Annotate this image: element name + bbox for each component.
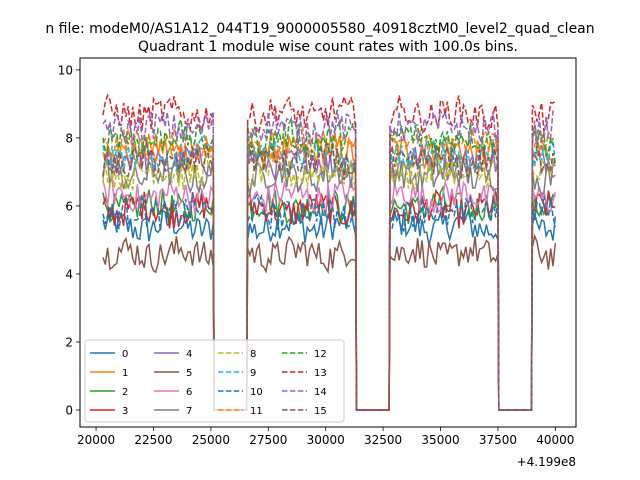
series-line-9 bbox=[102, 134, 557, 411]
y-tick-label: 8 bbox=[65, 131, 73, 145]
legend-label-15: 15 bbox=[314, 406, 327, 417]
legend-label-12: 12 bbox=[314, 349, 327, 360]
legend-frame bbox=[84, 339, 345, 423]
figure-suptitle: n file: modeM0/AS1A12_044T19_9000005580_… bbox=[45, 21, 594, 37]
y-tick-label: 2 bbox=[65, 335, 73, 349]
plot-area-frame bbox=[79, 57, 577, 428]
series-line-15 bbox=[102, 141, 557, 411]
series-line-13 bbox=[102, 93, 556, 411]
chart-title: Quadrant 1 module wise count rates with … bbox=[138, 39, 518, 55]
series-line-7 bbox=[102, 156, 556, 411]
y-tick-label: 0 bbox=[65, 403, 73, 417]
x-tick-label: 30000 bbox=[307, 433, 345, 447]
legend-label-0: 0 bbox=[122, 349, 128, 360]
x-tick-label: 22500 bbox=[134, 433, 172, 447]
series-line-12 bbox=[102, 116, 556, 411]
x-tick-label: 40000 bbox=[536, 433, 574, 447]
legend-label-1: 1 bbox=[122, 368, 128, 379]
legend-label-7: 7 bbox=[186, 406, 192, 417]
x-tick-label: 32500 bbox=[364, 433, 402, 447]
y-tick-label: 6 bbox=[65, 199, 73, 213]
legend-label-13: 13 bbox=[314, 368, 327, 379]
x-tick-label: 35000 bbox=[421, 433, 459, 447]
x-axis: 20000 22500 25000 27500 30000 32500 35000 37500… bbox=[77, 427, 574, 447]
legend-label-5: 5 bbox=[186, 368, 192, 379]
series-line-11 bbox=[102, 126, 556, 411]
series-line-8 bbox=[102, 151, 556, 411]
y-tick-label: 10 bbox=[58, 63, 73, 77]
y-tick-label: 4 bbox=[65, 267, 73, 281]
series-line-14 bbox=[102, 108, 556, 411]
x-tick-label: 25000 bbox=[192, 433, 230, 447]
x-tick-label: 20000 bbox=[77, 433, 115, 447]
legend-label-8: 8 bbox=[250, 349, 256, 360]
series-line-0 bbox=[102, 205, 557, 411]
legend-label-11: 11 bbox=[250, 406, 263, 417]
series-line-5 bbox=[102, 233, 557, 411]
x-offset-label: +4.199e8 bbox=[517, 455, 576, 469]
legend-label-9: 9 bbox=[250, 368, 256, 379]
legend-label-4: 4 bbox=[186, 349, 192, 360]
x-tick-label: 27500 bbox=[249, 433, 287, 447]
legend-label-2: 2 bbox=[122, 387, 128, 398]
legend-label-14: 14 bbox=[314, 387, 327, 398]
series-layer bbox=[102, 93, 557, 411]
y-axis: 0 2 4 6 8 10 bbox=[58, 63, 80, 417]
series-line-10 bbox=[102, 193, 557, 411]
x-tick-label: 37500 bbox=[479, 433, 517, 447]
legend-label-3: 3 bbox=[122, 406, 128, 417]
legend-label-6: 6 bbox=[186, 387, 192, 398]
legend-label-10: 10 bbox=[250, 387, 263, 398]
